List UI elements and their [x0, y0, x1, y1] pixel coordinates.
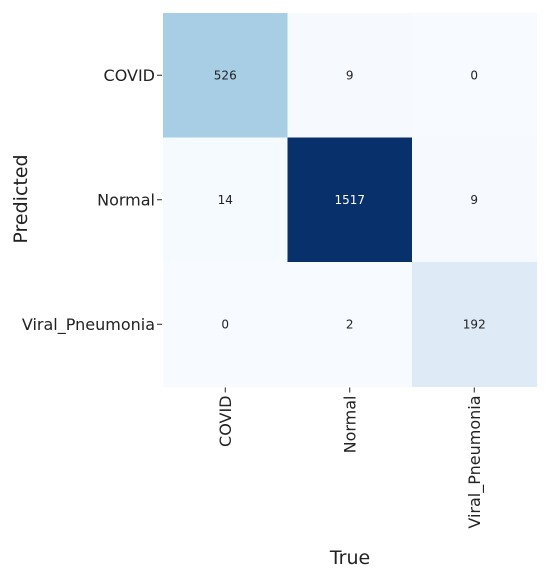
heatmap-cell-r1-c1	[287, 137, 413, 263]
cell-value-r1-c0: 14	[218, 193, 233, 207]
cell-value-r0-c1: 9	[346, 68, 354, 82]
cell-value-r0-c2: 0	[470, 68, 478, 82]
cell-value-r1-c2: 9	[470, 193, 478, 207]
x-tick-label-0: COVID	[216, 396, 235, 447]
x-tick-label-1: Normal	[340, 396, 359, 454]
heatmap-cell-r2-c1	[287, 262, 413, 387]
y-tick-label-1: Normal	[97, 190, 155, 209]
cell-value-r1-c1: 1517	[334, 193, 365, 207]
heatmap-cells: 526 9 0 14 1517 9 0 2 192	[163, 13, 537, 387]
heatmap-cell-r0-c1	[287, 13, 413, 138]
y-tick-label-0: COVID	[104, 66, 155, 85]
heatmap-cell-r1-c2	[412, 137, 537, 263]
heatmap-cell-r2-c2	[412, 262, 537, 387]
x-tick-label-2: Viral_Pneumonia	[465, 396, 485, 529]
x-axis-title: True	[329, 547, 370, 569]
y-tick-label-2: Viral_Pneumonia	[22, 315, 155, 335]
heatmap-cell-r0-c0	[163, 13, 288, 138]
y-axis-title: Predicted	[10, 154, 32, 243]
cell-value-r2-c2: 192	[463, 317, 486, 331]
cell-value-r0-c0: 526	[214, 68, 237, 82]
axis-ticks: COVID Normal Viral_Pneumonia COVID Normal Vir…	[22, 66, 485, 529]
heatmap-cell-r1-c0	[163, 137, 288, 263]
cell-value-r2-c1: 2	[346, 317, 354, 331]
cell-value-r2-c0: 0	[221, 317, 229, 331]
heatmap-cell-r0-c2	[412, 13, 537, 138]
heatmap-cell-r2-c0	[163, 262, 288, 387]
